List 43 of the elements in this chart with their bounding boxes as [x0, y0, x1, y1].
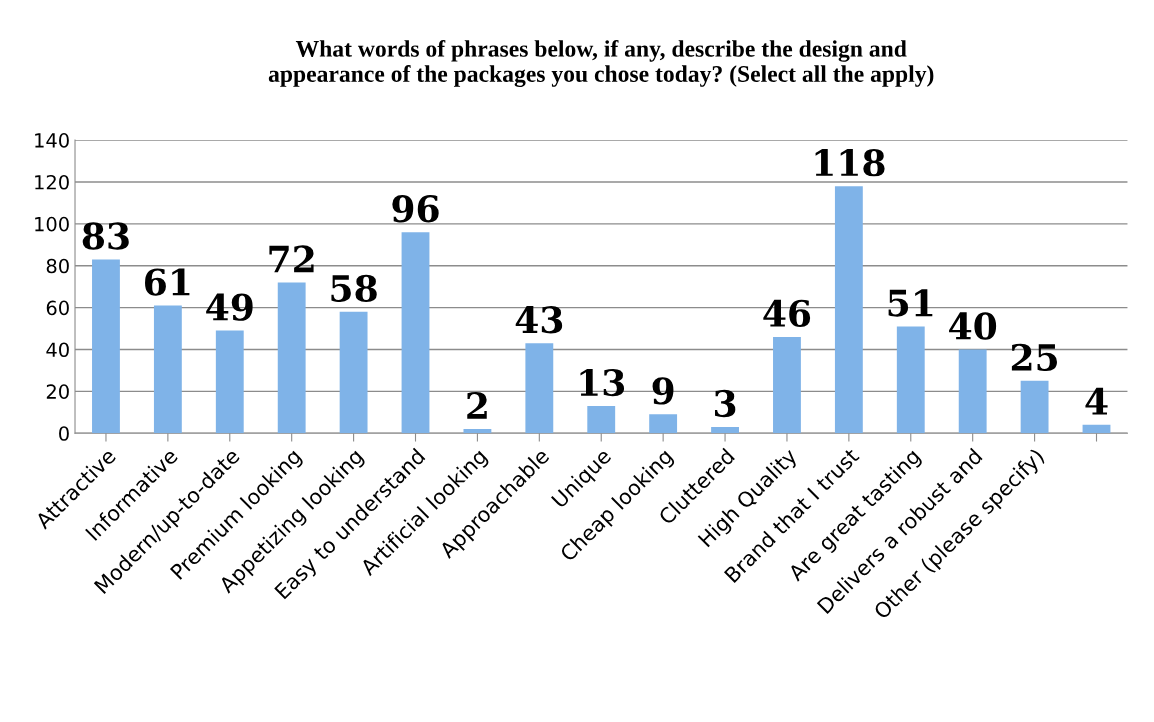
data-label: 40	[949, 312, 997, 340]
bar	[401, 232, 430, 434]
y-tick-label: 60	[46, 300, 69, 316]
bar	[525, 343, 554, 434]
bar	[277, 282, 306, 434]
data-label: 72	[269, 245, 314, 273]
bar	[92, 259, 120, 434]
data-label: 51	[888, 289, 933, 317]
data-label: 2	[467, 391, 487, 419]
data-label: 25	[1011, 343, 1057, 372]
bar	[711, 426, 739, 434]
data-label: 49	[206, 293, 253, 321]
chart-title: What words of phrases below, if any, describe the design and appearance of the packages you chose today? (Select all the apply)	[268, 39, 934, 87]
y-tick-label: 100	[35, 216, 69, 232]
bar	[773, 336, 801, 434]
data-label: 3	[715, 389, 736, 418]
bar	[649, 414, 678, 434]
bar	[1082, 424, 1111, 434]
data-label: 9	[652, 377, 674, 405]
data-label: 118	[815, 149, 885, 177]
data-label: 61	[145, 268, 190, 296]
data-label: 83	[82, 222, 129, 250]
bar	[339, 311, 368, 434]
y-tick-label: 40	[46, 342, 69, 358]
y-tick-label: 140	[35, 133, 69, 148]
bar	[834, 186, 863, 434]
y-tick-label: 80	[46, 258, 69, 274]
data-label: 4	[1085, 387, 1108, 415]
data-label: 43	[515, 306, 563, 334]
bar	[1020, 380, 1049, 434]
bar	[215, 330, 244, 434]
y-tick-label: 120	[35, 174, 69, 190]
data-label: 46	[763, 299, 811, 328]
bar	[587, 405, 616, 434]
bar	[463, 429, 492, 434]
data-label: 13	[580, 368, 625, 397]
data-label: 96	[392, 195, 439, 223]
y-tick-label: 0	[59, 426, 69, 441]
bar	[153, 305, 182, 434]
bar	[958, 349, 987, 434]
y-tick-label: 20	[46, 384, 69, 399]
data-label: 58	[331, 274, 377, 302]
bar	[896, 326, 925, 434]
